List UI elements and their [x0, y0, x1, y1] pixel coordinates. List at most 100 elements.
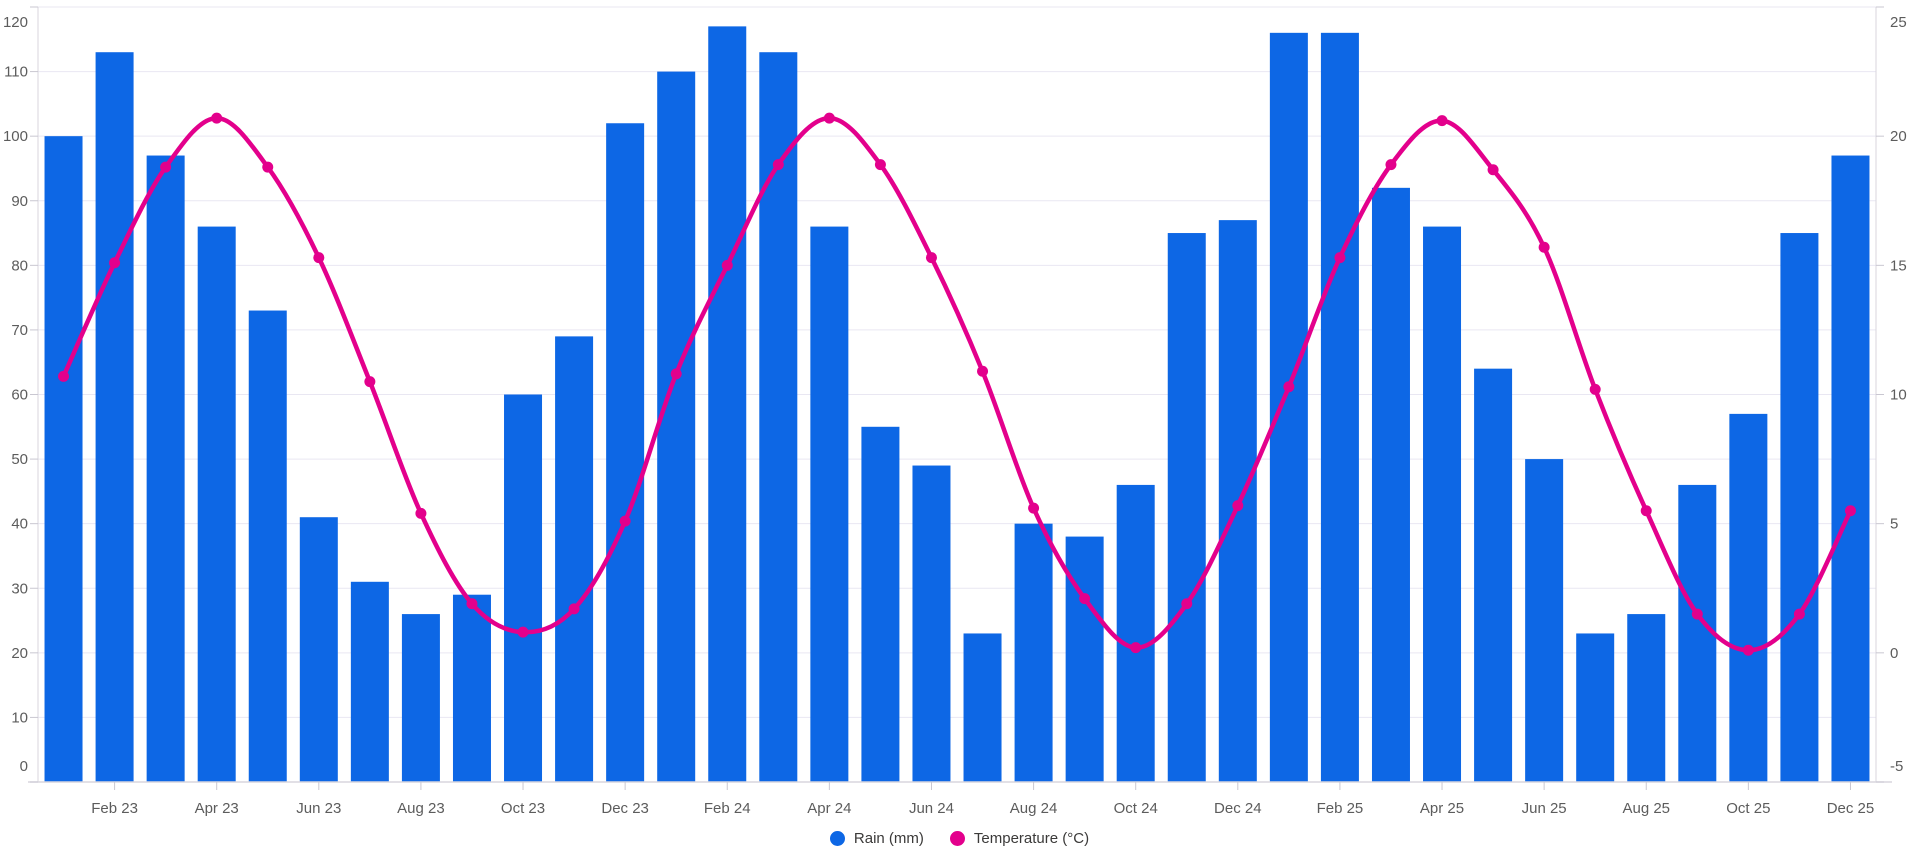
temperature-point[interactable] — [1283, 381, 1295, 393]
temperature-point[interactable] — [1385, 159, 1397, 171]
rain-bar[interactable] — [912, 465, 951, 782]
x-axis-label: Apr 25 — [1420, 800, 1464, 817]
rain-bar[interactable] — [963, 633, 1002, 782]
temperature-point[interactable] — [772, 159, 784, 171]
temperature-point[interactable] — [1487, 164, 1499, 176]
right-axis-label: 0 — [1890, 645, 1898, 662]
x-axis-label: Oct 24 — [1114, 800, 1158, 817]
temperature-point[interactable] — [109, 257, 121, 269]
rain-bar[interactable] — [350, 581, 389, 782]
rain-bar[interactable] — [197, 226, 236, 783]
x-axis-label: Feb 23 — [91, 800, 138, 817]
x-axis-label: Dec 25 — [1827, 800, 1875, 817]
temperature-point[interactable] — [313, 252, 325, 264]
temperature-point[interactable] — [1181, 598, 1193, 610]
rain-bar[interactable] — [1729, 413, 1768, 782]
x-axis-label: Apr 24 — [807, 800, 851, 817]
left-axis-label: 100 — [3, 128, 28, 145]
temperature-point[interactable] — [211, 112, 223, 124]
rain-bar[interactable] — [299, 517, 338, 782]
temperature-point[interactable] — [1232, 500, 1244, 512]
rain-bar[interactable] — [248, 310, 287, 782]
rain-bar[interactable] — [452, 594, 491, 782]
temperature-point[interactable] — [823, 112, 835, 124]
temperature-point[interactable] — [925, 252, 937, 264]
temperature-point[interactable] — [1844, 505, 1856, 517]
temperature-point[interactable] — [1589, 383, 1601, 395]
temperature-point[interactable] — [1028, 502, 1040, 514]
rain-bar[interactable] — [1320, 32, 1359, 783]
x-axis-label: Aug 24 — [1010, 800, 1058, 817]
x-axis-label: Jun 23 — [296, 800, 341, 817]
rain-bar[interactable] — [1423, 226, 1462, 783]
rain-bar[interactable] — [861, 426, 900, 782]
temperature-point[interactable] — [415, 507, 427, 519]
temperature-point[interactable] — [1334, 252, 1346, 264]
temperature-point[interactable] — [1691, 608, 1703, 620]
temperature-point[interactable] — [977, 365, 989, 377]
rain-bar[interactable] — [1014, 523, 1053, 782]
temperature-point[interactable] — [1742, 644, 1754, 656]
temperature-point[interactable] — [1640, 505, 1652, 517]
left-axis-label: 90 — [11, 193, 28, 210]
x-axis-label: Oct 25 — [1726, 800, 1770, 817]
temperature-point[interactable] — [568, 603, 580, 615]
temperature-point[interactable] — [874, 159, 886, 171]
rain-bar[interactable] — [606, 123, 645, 782]
legend-item-rain[interactable]: Rain (mm) — [829, 830, 924, 847]
rain-bar[interactable] — [1269, 32, 1308, 783]
rain-bar[interactable] — [810, 226, 849, 783]
right-axis-label: 15 — [1890, 257, 1907, 274]
temperature-point[interactable] — [262, 161, 274, 173]
temperature-point[interactable] — [670, 368, 682, 380]
temperature-point[interactable] — [160, 161, 172, 173]
left-axis-label: 30 — [11, 580, 28, 597]
rain-bar[interactable] — [146, 155, 185, 782]
rain-bar[interactable] — [1116, 484, 1155, 782]
temperature-point[interactable] — [1130, 642, 1142, 654]
temperature-point[interactable] — [1436, 115, 1448, 127]
temperature-point[interactable] — [619, 515, 631, 527]
rain-bar[interactable] — [95, 52, 134, 783]
rain-bar[interactable] — [555, 336, 594, 782]
rain-bar[interactable] — [1371, 187, 1410, 783]
rain-bar[interactable] — [708, 26, 747, 782]
right-axis-label: 20 — [1890, 128, 1907, 145]
left-axis-label: 40 — [11, 516, 28, 533]
rain-bar[interactable] — [1065, 536, 1104, 782]
x-axis-label: Dec 23 — [601, 800, 649, 817]
rain-bar[interactable] — [1678, 484, 1717, 782]
legend-item-temperature[interactable]: Temperature (°C) — [949, 831, 1089, 846]
rain-bar[interactable] — [1576, 633, 1615, 782]
temperature-point[interactable] — [58, 370, 70, 382]
rain-bar[interactable] — [44, 136, 83, 782]
temperature-point[interactable] — [721, 259, 733, 271]
x-axis-label: Oct 23 — [501, 800, 545, 817]
temperature-point[interactable] — [466, 598, 478, 610]
rain-bar[interactable] — [1525, 459, 1564, 782]
temperature-point[interactable] — [1538, 241, 1550, 253]
rain-bar[interactable] — [759, 52, 798, 783]
x-axis-label: Aug 25 — [1622, 800, 1670, 817]
temperature-point[interactable] — [517, 626, 529, 638]
rain-bar[interactable] — [657, 71, 696, 783]
left-axis-label: 120 — [3, 14, 28, 31]
temperature-point[interactable] — [1793, 608, 1805, 620]
rain-bar[interactable] — [401, 614, 440, 782]
rain-bar[interactable] — [1831, 155, 1870, 782]
rain-bar[interactable] — [504, 394, 543, 783]
rain-legend-label: Rain (mm) — [853, 830, 924, 847]
rain-bar[interactable] — [1474, 368, 1513, 782]
temperature-point[interactable] — [1079, 593, 1091, 605]
right-axis-label: 25 — [1890, 14, 1907, 31]
x-axis-label: Feb 25 — [1317, 800, 1364, 817]
rain-bar[interactable] — [1627, 614, 1666, 782]
temperature-point[interactable] — [364, 376, 376, 388]
temperature-line — [61, 115, 1853, 653]
x-axis-label: Jun 25 — [1522, 800, 1567, 817]
x-axis-label: Aug 23 — [397, 800, 445, 817]
rain-bar[interactable] — [1167, 233, 1206, 782]
rain-bar[interactable] — [1780, 233, 1819, 782]
